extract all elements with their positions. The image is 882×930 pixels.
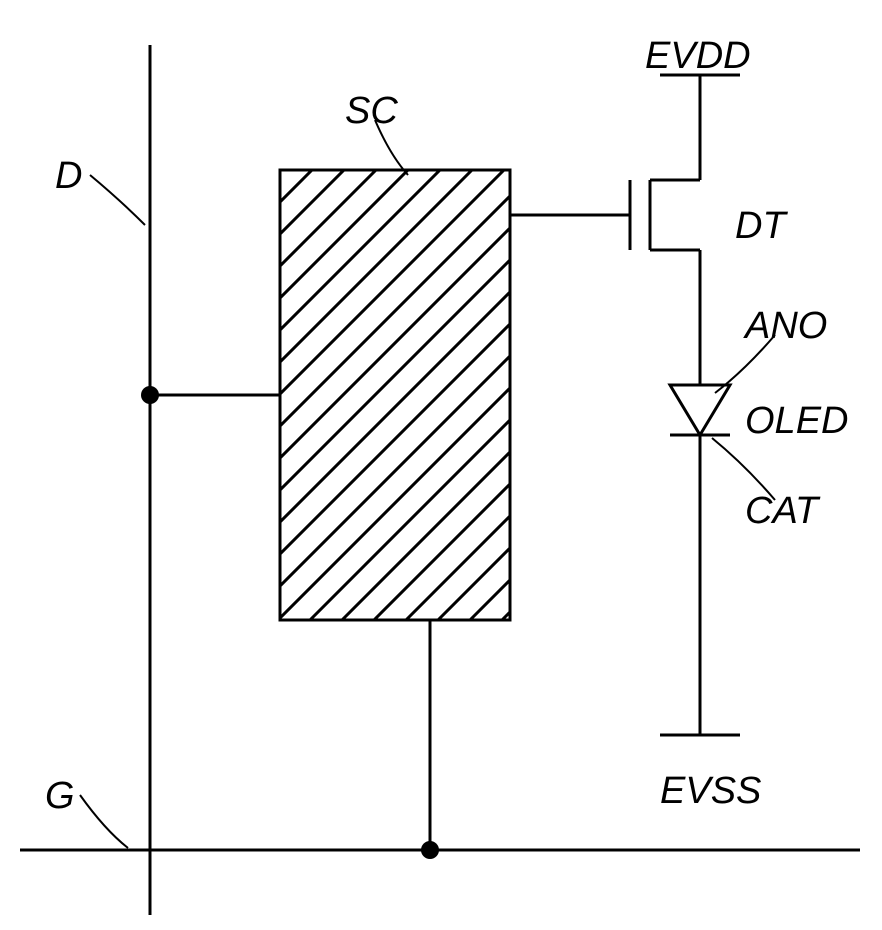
label-G: G [45, 775, 75, 818]
label-ANO: ANO [745, 305, 827, 348]
label-SC: SC [345, 90, 398, 133]
label-DT: DT [735, 205, 786, 248]
label-EVSS: EVSS [660, 770, 761, 813]
label-D: D [55, 155, 82, 198]
label-EVDD: EVDD [645, 35, 751, 78]
label-OLED: OLED [745, 400, 848, 443]
circuit-diagram: D G SC EVDD DT ANO OLED CAT EVSS [0, 0, 882, 930]
label-CAT: CAT [745, 490, 818, 533]
